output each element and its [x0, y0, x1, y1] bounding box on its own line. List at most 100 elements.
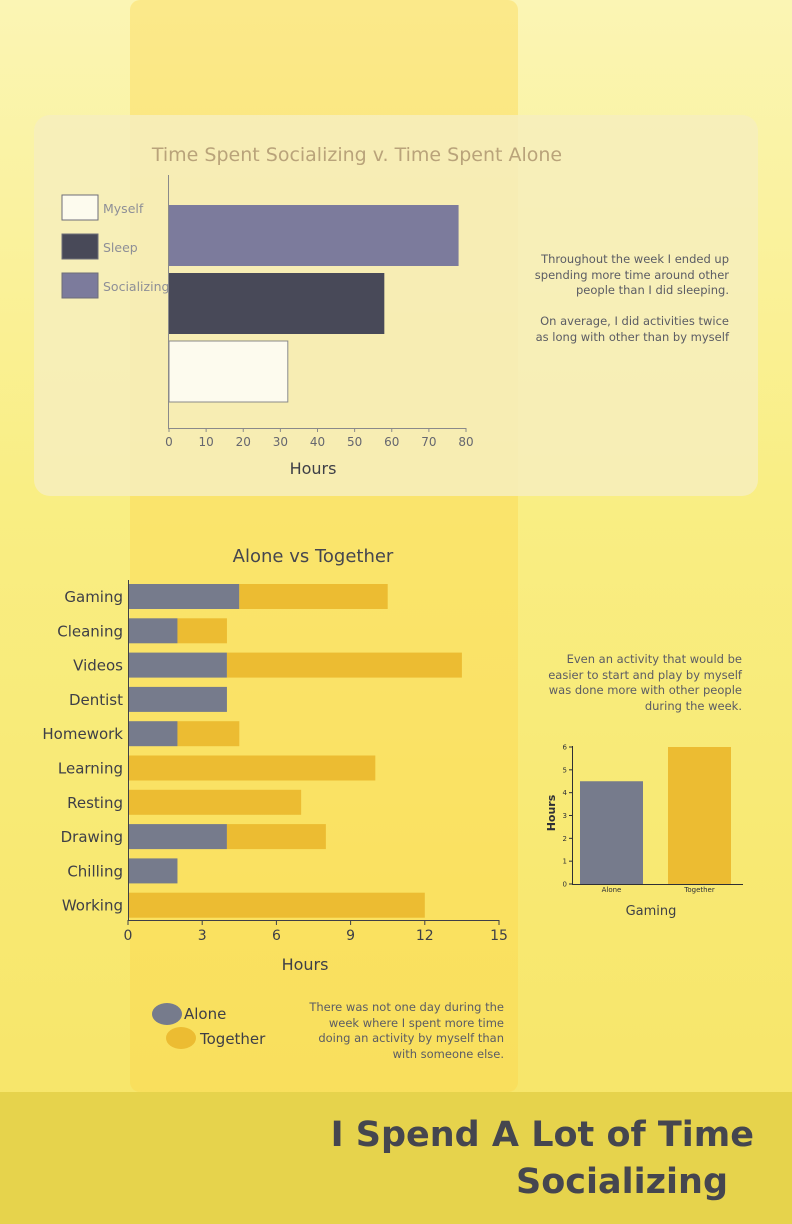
- chart2-bar-alone: [128, 652, 227, 678]
- chart2-title: Alone vs Together: [233, 546, 394, 567]
- chart2-category-label: Chilling: [67, 862, 123, 880]
- chart1-tick-label: 70: [421, 435, 436, 449]
- chart3-category-labels: Alone Together: [602, 886, 715, 894]
- chart3-category-label: Alone: [602, 886, 622, 894]
- chart2-bars: [128, 584, 462, 918]
- chart2-bar-together: [177, 618, 227, 644]
- chart1-legend-label: Sleep: [103, 240, 138, 255]
- chart2-legend-label-together: Together: [199, 1030, 266, 1048]
- note-top-line: people than I did sleeping.: [576, 283, 729, 297]
- chart2-bar-together: [177, 721, 240, 747]
- chart3-tick-label: 2: [563, 835, 567, 843]
- chart1-legend-swatch: [61, 194, 99, 221]
- chart1-bar-myself: [168, 340, 289, 403]
- chart3-category-label: Together: [683, 886, 715, 894]
- note-top-line: Throughout the week I ended up: [541, 252, 729, 266]
- note-top-line: On average, I did activities twice: [540, 314, 729, 328]
- chart2-category-label: Resting: [67, 794, 123, 812]
- chart1-tick-label: 0: [165, 435, 173, 449]
- chart2-category-label: Drawing: [61, 828, 123, 846]
- chart2-category-label: Learning: [58, 760, 123, 778]
- chart1-x-ticks: 0 10 20 30 40 50 60 70 80: [165, 428, 474, 449]
- chart2-bar-together: [226, 824, 326, 850]
- chart2-bar-together: [128, 892, 425, 918]
- chart3-tick-label: 1: [563, 858, 567, 866]
- chart2-category-label: Videos: [73, 657, 123, 675]
- chart2-tick-label: 9: [346, 928, 355, 944]
- chart2-category-label: Cleaning: [57, 622, 123, 640]
- chart1-tick-label: 10: [198, 435, 213, 449]
- footer-banner: I Spend A Lot of Time Socializing: [0, 1092, 792, 1224]
- page-title-line2: Socializing: [516, 1162, 728, 1202]
- chart1-title: Time Spent Socializing v. Time Spent Alo…: [151, 144, 562, 166]
- note-middle-line: Even an activity that would be: [566, 652, 742, 666]
- chart2-tick-label: 6: [272, 928, 281, 944]
- chart3-tick-label: 0: [563, 881, 567, 889]
- page-title: I Spend A Lot of Time Socializing: [331, 1112, 754, 1206]
- note-bottom-line: doing an activity by myself than: [318, 1031, 504, 1045]
- chart3-tick-label: 5: [563, 766, 567, 774]
- chart1-tick-label: 30: [273, 435, 288, 449]
- chart2-category-label: Dentist: [69, 691, 123, 709]
- chart1-bar-socializing: [169, 205, 459, 266]
- chart2-tick-label: 12: [416, 928, 434, 944]
- chart2-bar-alone: [128, 618, 178, 644]
- chart2-bar-alone: [128, 686, 227, 712]
- chart3-bar-together: [668, 747, 731, 884]
- chart3-bar-alone: [580, 781, 643, 884]
- note-middle-line: was done more with other people: [548, 683, 742, 697]
- chart1-x-axis-label: Hours: [290, 459, 337, 478]
- chart3-tick-label: 4: [563, 789, 568, 797]
- chart3-y-axis-label: Hours: [545, 794, 558, 831]
- note-bottom-line: There was not one day during the: [309, 1000, 504, 1014]
- chart2-legend-swatch-alone: [152, 1003, 182, 1025]
- chart3-tick-label: 6: [563, 744, 568, 752]
- note-middle-line: during the week.: [644, 698, 742, 713]
- chart2-legend: Alone Together: [152, 1003, 266, 1049]
- chart2-bar-together: [239, 584, 388, 609]
- note-top-line: as long with other than by myself: [535, 329, 729, 344]
- chart1-bar-sleep: [169, 273, 385, 334]
- chart1-tick-label: 60: [384, 435, 399, 449]
- chart2-x-ticks: 0 3 6 9 12 15: [124, 920, 508, 944]
- chart2-category-label: Homework: [42, 725, 123, 743]
- chart3-y-ticks: 0 1 2 3 4 5 6: [563, 744, 572, 889]
- note-top-line: spending more time around other: [534, 267, 729, 282]
- chart1-legend: Myself Sleep Socializing: [61, 194, 169, 299]
- note-top: Throughout the week I ended up spending …: [469, 252, 729, 345]
- chart1-legend-label: Socializing: [103, 279, 169, 294]
- chart2-bar-together: [128, 789, 302, 815]
- chart3-tick-label: 3: [563, 812, 567, 820]
- note-middle: Even an activity that would be easier to…: [492, 652, 742, 714]
- note-bottom: There was not one day during the week wh…: [254, 1000, 504, 1062]
- chart2-x-axis-label: Hours: [282, 955, 329, 974]
- chart1-tick-label: 50: [347, 435, 362, 449]
- chart1-tick-label: 40: [310, 435, 325, 449]
- top-chart-panel: [34, 115, 758, 496]
- chart1-legend-swatch: [61, 272, 99, 299]
- note-bottom-line: with someone else.: [392, 1046, 504, 1061]
- chart1-bars: [168, 205, 459, 403]
- note-middle-line: easier to start and play by myself: [548, 667, 742, 682]
- page-title-line1: I Spend A Lot of Time: [330, 1115, 754, 1155]
- chart2-tick-label: 15: [490, 928, 508, 944]
- chart2-bar-together: [226, 652, 462, 678]
- chart2-category-labels: Gaming Cleaning Videos Dentist Homework Learn…: [42, 588, 123, 915]
- chart2-bar-together: [128, 755, 376, 781]
- chart2-legend-swatch-together: [166, 1027, 196, 1049]
- chart1-legend-label: Myself: [103, 201, 144, 216]
- chart3-x-axis-label: Gaming: [626, 904, 677, 919]
- note-bottom-line: week where I spent more time: [328, 1015, 504, 1030]
- chart2-bar-alone: [128, 858, 178, 884]
- chart1-tick-label: 80: [458, 435, 473, 449]
- chart2-bar-alone: [128, 584, 240, 609]
- chart2-category-label: Working: [62, 897, 123, 915]
- chart2-tick-label: 0: [124, 928, 133, 944]
- chart2-tick-label: 3: [198, 928, 207, 944]
- chart1-tick-label: 20: [236, 435, 251, 449]
- chart1-legend-swatch: [61, 233, 99, 260]
- chart2-legend-label-alone: Alone: [184, 1005, 226, 1023]
